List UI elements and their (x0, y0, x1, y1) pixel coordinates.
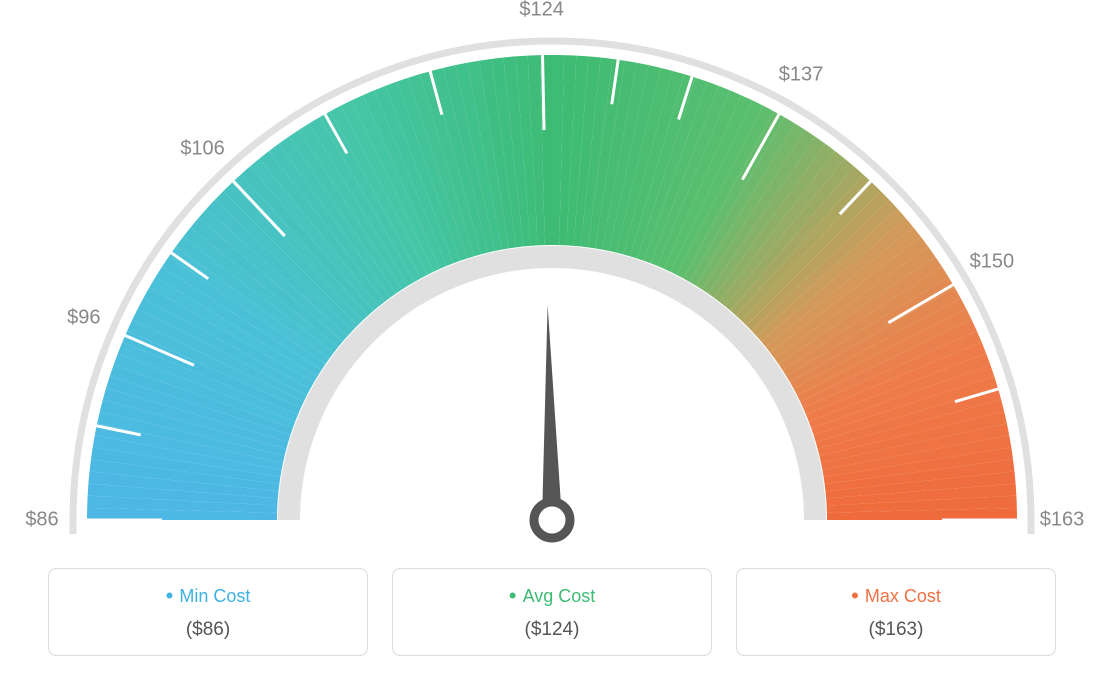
legend-avg-box: Avg Cost ($124) (392, 568, 712, 656)
gauge-chart: $86 $96 $106 $124 $137 $150 $163 (0, 0, 1104, 560)
legend-max-label: Max Cost (749, 583, 1043, 609)
legend-max-value: ($163) (749, 619, 1043, 641)
legend-min-box: Min Cost ($86) (48, 568, 368, 656)
gauge-tick-label: $106 (180, 137, 225, 160)
gauge-tick-label: $96 (67, 306, 100, 329)
legend-avg-label: Avg Cost (405, 583, 699, 609)
gauge-svg (0, 0, 1104, 560)
gauge-tick-label: $163 (1040, 509, 1085, 532)
legend-min-value: ($86) (61, 619, 355, 641)
gauge-tick-label: $124 (519, 0, 564, 22)
gauge-tick-label: $86 (25, 509, 58, 532)
legend-max-box: Max Cost ($163) (736, 568, 1056, 656)
legend-avg-value: ($124) (405, 619, 699, 641)
legend-row: Min Cost ($86) Avg Cost ($124) Max Cost … (0, 568, 1104, 656)
gauge-tick-label: $150 (970, 251, 1015, 274)
gauge-tick-label: $137 (779, 63, 824, 86)
legend-min-label: Min Cost (61, 583, 355, 609)
